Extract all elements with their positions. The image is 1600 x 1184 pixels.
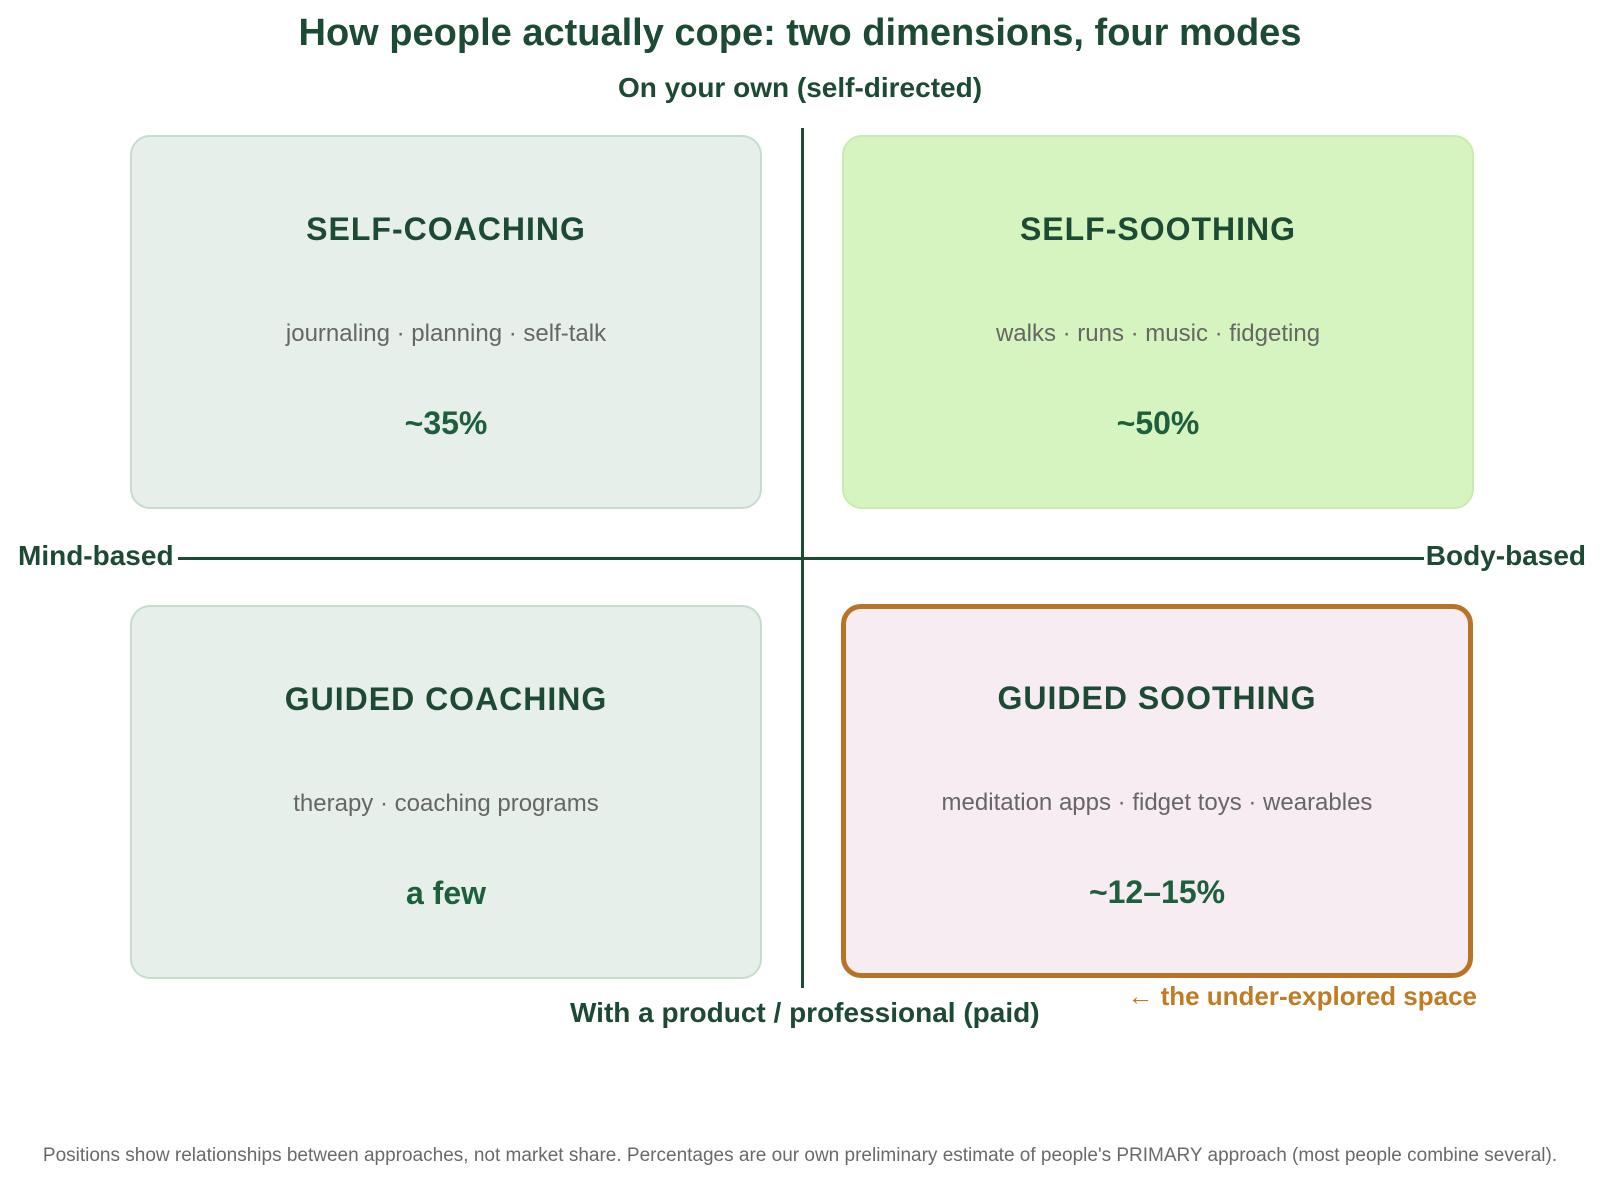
quadrant-name: SELF-SOOTHING <box>1019 211 1297 247</box>
quadrant-examples: walks · runs · music · fidgeting <box>995 320 1321 347</box>
quadrant-name: GUIDED SOOTHING <box>997 680 1317 716</box>
quadrant-examples: therapy · coaching programs <box>293 790 599 817</box>
quadrant-self-soothing: SELF-SOOTHING walks · runs · music · fid… <box>842 135 1474 509</box>
quadrant-guided-soothing: GUIDED SOOTHING meditation apps · fidget… <box>841 604 1473 978</box>
axis-label-left: Mind-based <box>18 540 174 571</box>
axis-label-right: Body-based <box>1425 540 1586 571</box>
quadrant-name: SELF-COACHING <box>306 211 586 247</box>
quadrant-share: a few <box>405 875 487 911</box>
quadrant-examples: journaling · planning · self-talk <box>285 320 607 347</box>
quadrant-self-coaching: SELF-COACHING journaling · planning · se… <box>130 135 762 509</box>
highlight-annotation: ← the under-explored space <box>1127 981 1477 1011</box>
axis-label-bottom: With a product / professional (paid) <box>570 997 1040 1028</box>
quadrant-share: ~35% <box>404 405 488 441</box>
quadrant-guided-coaching: GUIDED COACHING therapy · coaching progr… <box>130 605 762 979</box>
quadrant-share: ~50% <box>1116 405 1200 441</box>
diagram-title: How people actually cope: two dimensions… <box>298 12 1302 54</box>
horizontal-axis-line <box>178 557 1424 560</box>
quadrant-name: GUIDED COACHING <box>284 681 608 717</box>
axis-label-top: On your own (self-directed) <box>617 72 983 103</box>
quadrant-share: ~12–15% <box>1088 874 1226 910</box>
footnote: Positions show relationships between app… <box>42 1145 1558 1166</box>
quadrant-examples: meditation apps · fidget toys · wearable… <box>941 789 1373 816</box>
